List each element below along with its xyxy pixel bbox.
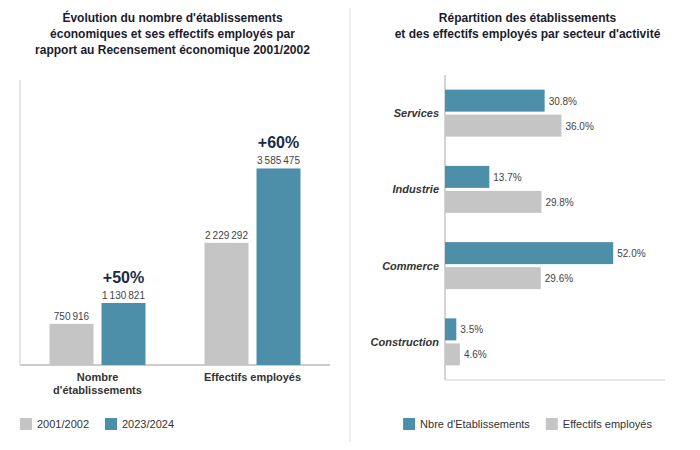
chart-title: Répartition des établissements et des eff…	[395, 11, 661, 41]
bar	[445, 191, 541, 213]
category-label: Effectifs employés	[204, 371, 301, 383]
legend-label: 2001/2002	[37, 418, 89, 430]
bar	[50, 324, 94, 365]
chart-title-line: Évolution du nombre d'établissements	[62, 10, 283, 25]
labels: 750 916 2 229 292 1 130 821 3 585 475 +50% +6…	[53, 134, 301, 396]
chart-title-line: Répartition des établissements	[439, 11, 617, 25]
legend-label: 2023/2024	[122, 418, 174, 430]
bar	[445, 166, 489, 188]
data-label: 2 229 292	[205, 230, 248, 241]
legend-swatch	[20, 418, 32, 430]
bar	[205, 243, 249, 365]
bars	[50, 168, 301, 365]
bar	[445, 318, 456, 340]
category-label: Services	[394, 107, 439, 119]
data-label: 29.6%	[545, 273, 573, 284]
chart-title: Évolution du nombre d'établissements écon…	[35, 10, 310, 57]
bar	[102, 303, 146, 365]
category-label-line: Effectifs employés	[204, 371, 301, 383]
annotation: +60%	[258, 134, 299, 151]
data-label: 29.8%	[545, 197, 573, 208]
data-label: 1 130 821	[102, 290, 145, 301]
chart-title-line: rapport au Recensement économique 2001/2…	[35, 43, 310, 57]
data-label: 4.6%	[464, 349, 487, 360]
chart-title-line: économiques et ses effectifs employés pa…	[50, 27, 295, 41]
data-label: 3 585 475	[257, 155, 300, 166]
bars	[445, 90, 613, 366]
bar	[445, 90, 545, 112]
annotation: +50%	[103, 269, 144, 286]
labels: 30.8% 13.7% 52.0% 3.5% 36.0% 29.8% 29.6% 4.6% Se…	[371, 96, 646, 361]
legend-swatch	[403, 418, 415, 430]
bar	[445, 267, 541, 289]
legend-swatch	[546, 418, 558, 430]
y-axis	[20, 80, 21, 365]
category-label: Construction	[371, 336, 440, 348]
data-label: 3.5%	[460, 324, 483, 335]
bar	[257, 168, 301, 365]
chart-title-line: et des effectifs employés par secteur d'…	[395, 27, 661, 41]
category-label: Commerce	[382, 260, 439, 272]
bar	[445, 343, 460, 365]
legend: 2001/2002 2023/2024	[20, 418, 174, 430]
category-label-line: Nombre	[77, 371, 119, 383]
legend-swatch	[105, 418, 117, 430]
category-label-line: Commerce	[382, 260, 439, 272]
legend: Nbre d'Etablissements Effectifs employés	[403, 418, 652, 430]
legend-label: Effectifs employés	[563, 418, 653, 430]
x-axis	[445, 380, 665, 381]
chart-root: Évolution du nombre d'établissements écon…	[0, 0, 700, 450]
category-label-line: Industrie	[393, 183, 439, 195]
bar	[445, 115, 561, 137]
category-label: Nombred'établissements	[53, 371, 142, 396]
data-label: 750 916	[54, 311, 90, 322]
category-label: Industrie	[393, 183, 439, 195]
category-label-line: Services	[394, 107, 439, 119]
data-label: 30.8%	[549, 96, 577, 107]
category-label-line: d'établissements	[53, 384, 142, 396]
data-label: 36.0%	[565, 121, 593, 132]
bar	[445, 242, 613, 264]
data-label: 52.0%	[617, 248, 645, 259]
panel-divider	[350, 8, 351, 442]
category-label-line: Construction	[371, 336, 440, 348]
data-label: 13.7%	[493, 172, 521, 183]
legend-label: Nbre d'Etablissements	[420, 418, 530, 430]
